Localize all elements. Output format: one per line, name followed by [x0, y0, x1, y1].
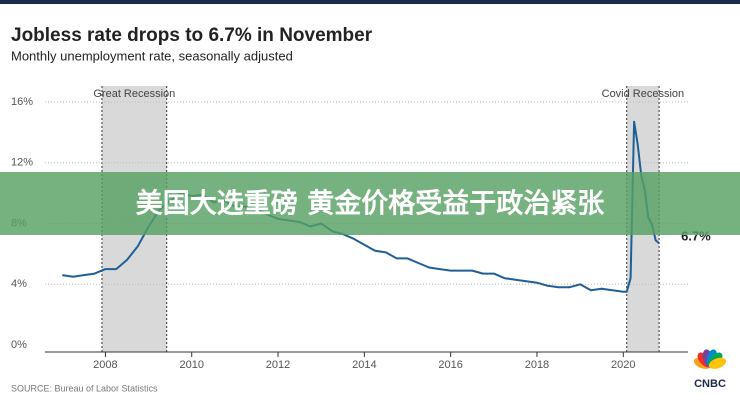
logo-text: CNBC	[694, 378, 726, 390]
x-tick-label: 2008	[93, 359, 117, 371]
x-tick-label: 2010	[179, 359, 203, 371]
logo-feather	[708, 357, 727, 369]
banner-text: 美国大选重磅 黄金价格受益于政治紧张	[136, 188, 605, 220]
x-tick-label: 2016	[438, 359, 462, 371]
y-tick-label: 0%	[11, 339, 27, 351]
logo: CNBC	[693, 349, 727, 390]
y-tick-label: 4%	[11, 278, 27, 290]
chart-title: Jobless rate drops to 6.7% in November	[11, 25, 373, 46]
x-tick-label: 2020	[611, 359, 635, 371]
source: SOURCE: Bureau of Labor Statistics	[11, 383, 158, 393]
y-tick-label: 12%	[11, 157, 33, 169]
x-tick-label: 2014	[352, 359, 376, 371]
chart-subtitle: Monthly unemployment rate, seasonally ad…	[11, 48, 293, 63]
x-tick-label: 2012	[266, 359, 290, 371]
y-tick-label: 16%	[11, 96, 33, 108]
recession-label: Covid Recession	[602, 88, 685, 100]
x-tick-label: 2018	[525, 359, 549, 371]
top-bar	[0, 0, 740, 4]
banner-band	[0, 172, 740, 235]
recession-label: Great Recession	[93, 88, 175, 100]
